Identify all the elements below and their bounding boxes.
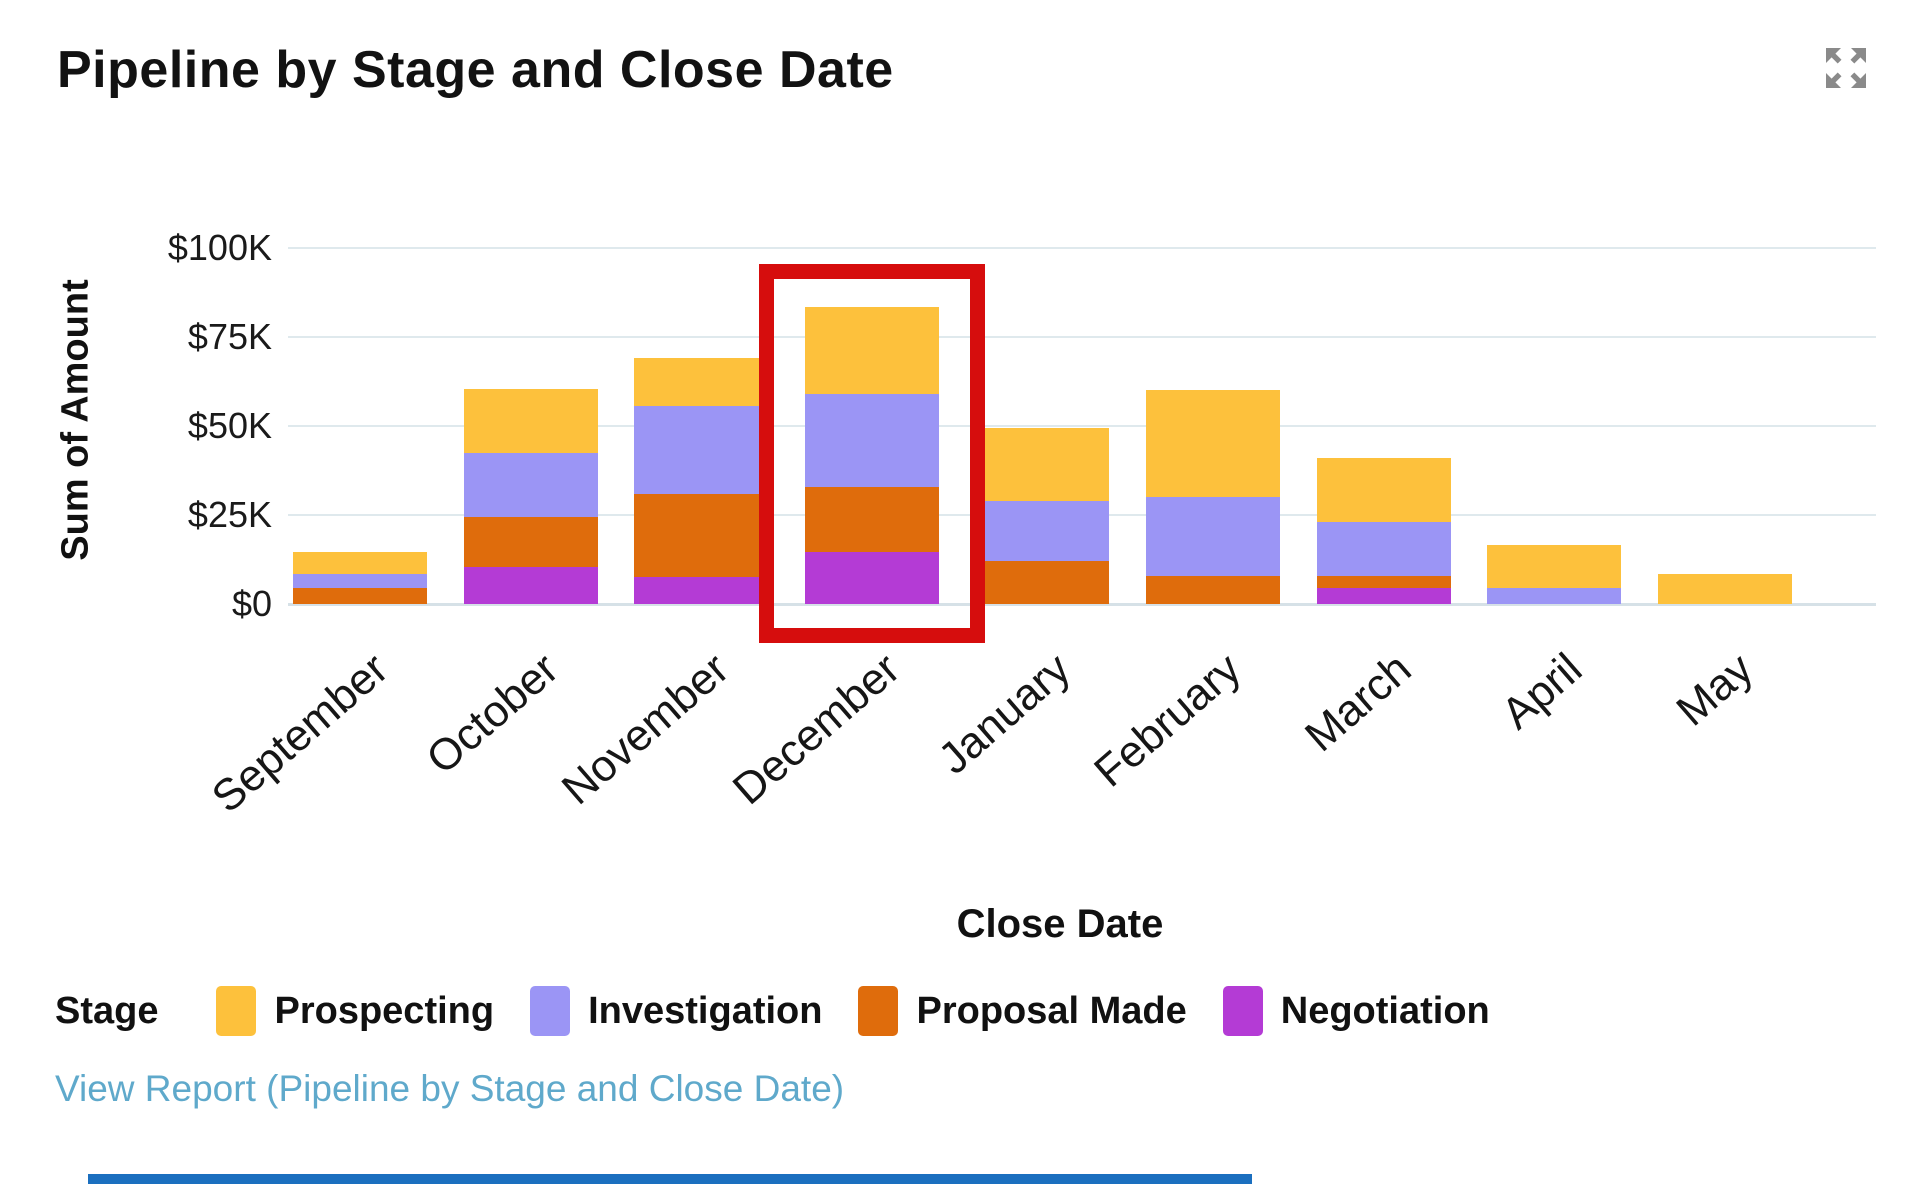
bar-segment-april-prospecting[interactable] <box>1487 545 1622 588</box>
bar-segment-december-negotiation[interactable] <box>804 552 939 604</box>
gridline-$50K <box>288 425 1876 427</box>
bar-segment-september-proposal-made[interactable] <box>293 587 427 604</box>
legend-label: Proposal Made <box>916 989 1187 1032</box>
bar-segment-october-investigation[interactable] <box>463 452 598 517</box>
gridline-$75K <box>288 336 1876 338</box>
bottom-blue-bar <box>88 1174 1252 1184</box>
chart-legend: Stage Prospecting Investigation Proposal M… <box>55 982 1526 1040</box>
x-axis-label-may: May <box>1667 644 1762 736</box>
bar-segment-october-negotiation[interactable] <box>463 566 598 604</box>
legend-title: Stage <box>55 989 159 1032</box>
bar-segment-october-proposal-made[interactable] <box>463 516 598 567</box>
bar-segment-october-prospecting[interactable] <box>463 388 598 453</box>
bar-segment-february-prospecting[interactable] <box>1146 390 1280 498</box>
x-axis-label-november: November <box>553 644 739 815</box>
bar-segment-december-proposal-made[interactable] <box>804 486 939 553</box>
expand-button[interactable] <box>1820 42 1872 94</box>
bar-segment-march-prospecting[interactable] <box>1316 458 1451 523</box>
highlight-box-december <box>758 263 985 643</box>
bar-segment-november-investigation[interactable] <box>634 406 769 494</box>
bar-segment-december-investigation[interactable] <box>804 393 939 487</box>
bar-segment-february-proposal-made[interactable] <box>1146 575 1280 604</box>
y-tick-label: $25K <box>187 494 272 535</box>
y-tick-label: $75K <box>187 316 272 357</box>
legend-swatch-proposal-made <box>858 986 899 1036</box>
legend-label: Investigation <box>588 989 823 1032</box>
legend-swatch-investigation <box>530 986 571 1036</box>
bar-segment-november-proposal-made[interactable] <box>634 493 769 578</box>
expand-arrows-icon <box>1826 48 1866 88</box>
gridline-$0 <box>288 603 1876 606</box>
legend-swatch-negotiation <box>1222 986 1263 1036</box>
legend-item-negotiation[interactable]: Negotiation <box>1222 986 1490 1036</box>
bar-segment-march-proposal-made[interactable] <box>1316 575 1451 588</box>
bar-segment-january-prospecting[interactable] <box>975 427 1110 501</box>
x-axis-label-october: October <box>417 644 568 784</box>
bar-segment-april-investigation[interactable] <box>1487 587 1622 604</box>
legend-item-proposal-made[interactable]: Proposal Made <box>858 986 1187 1036</box>
view-report-link[interactable]: View Report (Pipeline by Stage and Close… <box>55 1068 845 1109</box>
bar-segment-november-negotiation[interactable] <box>634 577 769 604</box>
bar-segment-september-prospecting[interactable] <box>293 552 427 574</box>
bar-segment-february-investigation[interactable] <box>1146 497 1280 576</box>
legend-items: Prospecting Investigation Proposal Made Neg… <box>216 986 1525 1036</box>
legend-swatch-prospecting <box>216 986 257 1036</box>
y-tick-label: $100K <box>167 227 272 268</box>
x-axis-label-april: April <box>1492 644 1592 739</box>
x-axis-label-march: March <box>1296 644 1421 762</box>
y-tick-label: $0 <box>231 583 272 624</box>
gridline-$100K <box>288 247 1876 249</box>
bar-segment-march-negotiation[interactable] <box>1316 587 1451 604</box>
page-title: Pipeline by Stage and Close Date <box>57 41 894 99</box>
bar-segment-december-prospecting[interactable] <box>804 306 939 394</box>
y-axis-title: Sum of Amount <box>54 279 97 561</box>
x-axis-title: Close Date <box>956 902 1164 946</box>
x-axis-label-september: September <box>202 644 398 823</box>
bar-segment-march-investigation[interactable] <box>1316 522 1451 576</box>
y-tick-label: $50K <box>187 405 272 446</box>
x-axis-label-january: January <box>929 644 1080 784</box>
bar-segment-september-investigation[interactable] <box>293 573 427 588</box>
bar-segment-november-prospecting[interactable] <box>634 358 769 407</box>
bar-segment-january-investigation[interactable] <box>975 500 1110 562</box>
legend-label: Negotiation <box>1280 989 1490 1032</box>
bar-segment-may-prospecting[interactable] <box>1657 573 1792 604</box>
x-axis-label-february: February <box>1085 644 1251 797</box>
bar-segment-january-proposal-made[interactable] <box>975 561 1110 604</box>
legend-item-investigation[interactable]: Investigation <box>530 986 822 1036</box>
legend-label: Prospecting <box>274 989 495 1032</box>
legend-item-prospecting[interactable]: Prospecting <box>216 986 494 1036</box>
x-axis-label-december: December <box>723 644 909 815</box>
